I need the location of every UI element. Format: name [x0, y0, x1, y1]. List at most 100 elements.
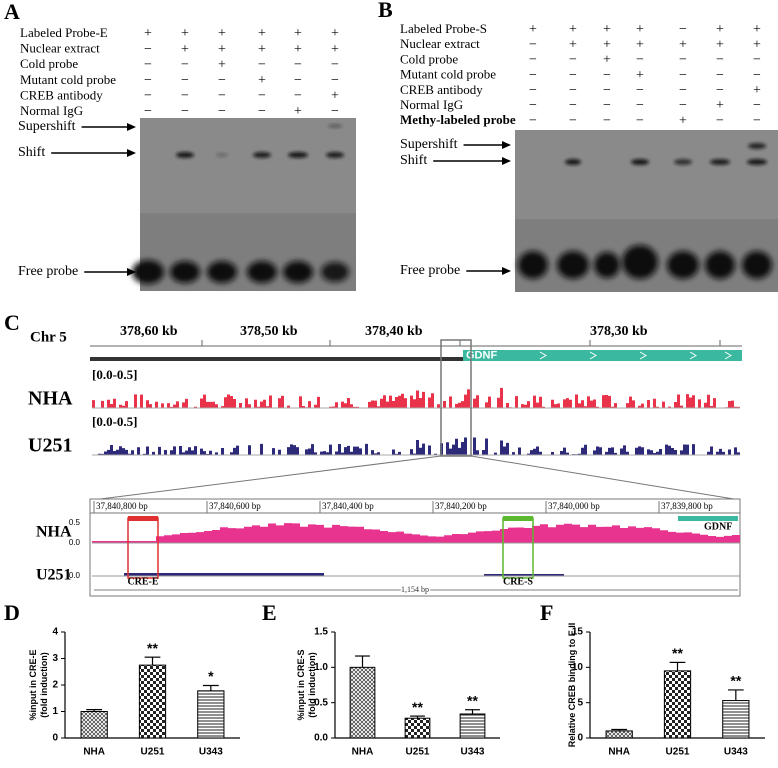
gel-band	[288, 152, 308, 158]
panel-label: F	[540, 600, 553, 625]
x-tick-label: U251	[666, 747, 690, 758]
ruler-label: 378,50 kb	[240, 324, 298, 339]
lane-sign: −	[294, 89, 302, 104]
y-tick-label: 2	[52, 680, 58, 691]
x-tick-label: U343	[461, 747, 485, 758]
zoom-coverage	[92, 573, 740, 576]
gene-strand	[589, 351, 597, 360]
gene-bar	[463, 350, 742, 361]
panel-label: B	[378, 0, 393, 22]
lane-sign: −	[294, 57, 302, 72]
zoom-ruler-label: 37,840,400 bp	[322, 501, 374, 511]
lane-sign: −	[331, 57, 339, 72]
band-label: Supershift	[18, 119, 76, 134]
lane-sign: +	[636, 37, 644, 52]
track-range: [0.0-0.5]	[92, 367, 138, 382]
gel-band	[705, 251, 735, 279]
gel-band	[565, 159, 581, 165]
zoom-gene-label: GDNF	[704, 521, 732, 532]
lane-sign: −	[181, 89, 189, 104]
lane-sign: −	[529, 53, 537, 68]
gel-band	[710, 159, 730, 165]
lane-sign: −	[679, 68, 687, 83]
lane-sign: +	[753, 83, 761, 98]
lane-sign: −	[569, 98, 577, 113]
significance: *	[208, 668, 214, 684]
zoom-axis-label: 0.5	[69, 518, 81, 527]
gel-band	[328, 124, 342, 128]
lane-sign: −	[294, 73, 302, 88]
significance: **	[412, 699, 423, 715]
coverage-track	[92, 387, 740, 408]
bar	[722, 700, 750, 739]
gel-band	[132, 260, 164, 284]
lane-sign: −	[218, 89, 226, 104]
band-label: Free probe	[400, 263, 460, 278]
gel-band	[253, 152, 271, 158]
gel-band	[326, 152, 344, 158]
lane-sign: +	[258, 73, 266, 88]
y-tick-label: 4	[52, 627, 58, 638]
site-mark	[503, 516, 533, 521]
arrow-head	[127, 268, 136, 276]
bar	[80, 711, 108, 739]
lane-sign: −	[144, 89, 152, 104]
lane-sign: −	[144, 42, 152, 57]
significance: **	[730, 673, 741, 689]
zoom-axis-label: 0.0	[69, 538, 81, 547]
x-tick-label: U343	[199, 747, 223, 758]
lane-sign: +	[218, 42, 226, 57]
zoom-region	[440, 339, 472, 457]
row-label: Mutant cold probe	[400, 67, 496, 82]
lane-sign: +	[258, 26, 266, 41]
zoom-gene-bar	[678, 516, 738, 521]
gene-label: GDNF	[466, 349, 497, 361]
row-label: Methy-labeled probe	[400, 112, 516, 127]
lane-sign: +	[258, 42, 266, 57]
gel-band	[631, 159, 649, 165]
zoom-ruler-label: 37,840,800 bp	[96, 501, 148, 511]
gene-strand	[539, 351, 547, 360]
band-label: Shift	[400, 153, 427, 168]
lane-sign: +	[144, 26, 152, 41]
lane-sign: −	[569, 83, 577, 98]
y-tick-label: 10	[572, 662, 584, 673]
y-axis-title-line: %input in CRE-E	[28, 650, 38, 721]
x-tick-label: NHA	[608, 747, 630, 758]
y-axis-title-line: Relative CREB binding to E II	[567, 623, 577, 748]
y-tick-label: 0	[577, 733, 583, 744]
lane-sign: −	[529, 37, 537, 52]
ruler-label: 378,40 kb	[365, 324, 423, 339]
panel-label: C	[4, 310, 20, 335]
lane-sign: −	[679, 22, 687, 37]
gel-band	[748, 143, 766, 149]
chromosome-label: Chr 5	[30, 329, 67, 345]
lane-sign: +	[218, 57, 226, 72]
lane-sign: −	[636, 113, 644, 128]
lane-sign: +	[603, 53, 611, 68]
gene-strand	[689, 351, 697, 360]
zoom-track-name: NHA	[36, 524, 72, 541]
lane-sign: −	[569, 53, 577, 68]
lane-sign: +	[294, 26, 302, 41]
x-tick-label: U343	[724, 747, 748, 758]
lane-sign: −	[716, 53, 724, 68]
lane-sign: −	[529, 83, 537, 98]
gel-band	[216, 153, 228, 157]
gel-band	[170, 261, 200, 283]
gel-band	[557, 251, 589, 279]
lane-sign: −	[569, 68, 577, 83]
lane-sign: +	[294, 104, 302, 119]
zoom-ruler-label: 37,840,000 bp	[548, 501, 600, 511]
lane-sign: −	[636, 53, 644, 68]
ruler-label: 378,60 kb	[120, 324, 178, 339]
zoom-track-name: U251	[36, 567, 72, 584]
row-label: Labeled Probe-S	[400, 21, 487, 36]
lane-sign: +	[716, 22, 724, 37]
lane-sign: −	[258, 104, 266, 119]
lane-sign: +	[716, 37, 724, 52]
y-tick-label: 15	[572, 627, 584, 638]
band-label: Supershift	[400, 137, 458, 152]
gel-band	[742, 251, 772, 279]
lane-sign: −	[679, 83, 687, 98]
